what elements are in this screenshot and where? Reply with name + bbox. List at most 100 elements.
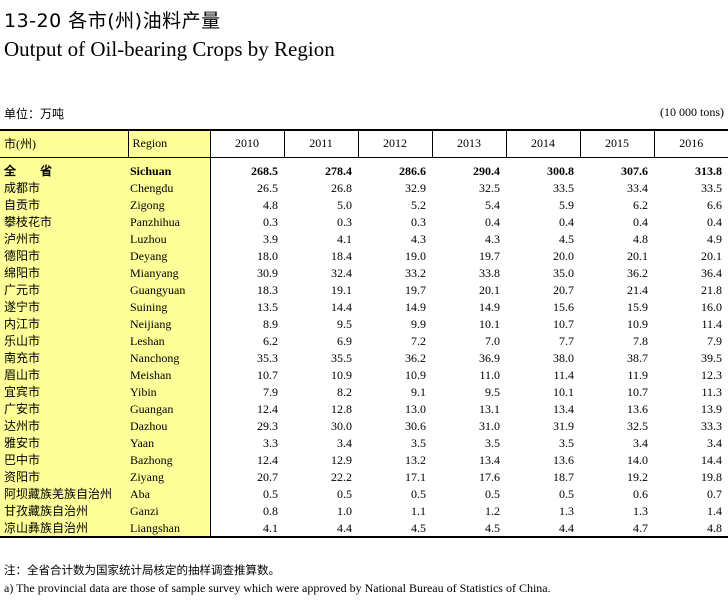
table-row: 阿坝藏族羌族自治州 Aba 0.5 0.5 0.5 0.5 0.5 0.6 0.7 <box>0 485 728 503</box>
cell-value: 7.9 <box>707 334 722 348</box>
cell-value: 9.5 <box>337 317 352 331</box>
cell-city: 南充市 <box>0 349 128 367</box>
cell-value: 1.4 <box>707 504 722 518</box>
cell-region: Suining <box>128 298 211 316</box>
table-row: 宜宾市 Yibin 7.9 8.2 9.1 9.5 10.1 10.7 11.3 <box>0 383 728 401</box>
cell-value: 11.4 <box>553 368 574 382</box>
cell-value: 30.6 <box>405 419 426 433</box>
cell-value: 12.9 <box>331 453 352 467</box>
table-row: 广元市 Guangyuan 18.3 19.1 19.7 20.1 20.7 21.4 21.8 <box>0 281 728 299</box>
cell-value: 30.9 <box>257 266 278 280</box>
cell-value: 1.0 <box>337 504 352 518</box>
cell-value: 286.6 <box>399 163 426 178</box>
cell-value: 307.6 <box>621 163 648 178</box>
cell-value: 3.3 <box>263 436 278 450</box>
cell-value: 18.3 <box>257 283 278 297</box>
cell-region: Leshan <box>128 332 211 350</box>
cell-city: 资阳市 <box>0 468 128 486</box>
cell-value: 1.2 <box>485 504 500 518</box>
cell-value: 31.9 <box>553 419 574 433</box>
cell-value: 16.0 <box>701 300 722 314</box>
cell-value: 32.5 <box>627 419 648 433</box>
cell-region: Zigong <box>128 196 211 214</box>
cell-value: 13.0 <box>405 402 426 416</box>
cell-value: 20.7 <box>553 283 574 297</box>
cell-value: 35.0 <box>553 266 574 280</box>
cell-value: 7.9 <box>263 385 278 399</box>
cell-value: 36.4 <box>701 266 722 280</box>
cell-value: 268.5 <box>251 163 278 178</box>
cell-value: 0.7 <box>707 487 722 501</box>
cell-value: 3.4 <box>337 436 352 450</box>
table-row-total: 全 省 Sichuan 268.5 278.4 286.6 290.4 300.8 307.6… <box>0 157 728 180</box>
column-header-year: 2014 <box>505 129 580 158</box>
cell-value: 4.8 <box>654 519 728 538</box>
cell-value: 22.2 <box>331 470 352 484</box>
cell-value: 0.5 <box>411 487 426 501</box>
cell-region: Luzhou <box>128 230 211 248</box>
cell-value: 31.0 <box>479 419 500 433</box>
table-row: 遂宁市 Suining 13.5 14.4 14.9 14.9 15.6 15.9 16.0 <box>0 298 728 316</box>
cell-value: 1.1 <box>411 504 426 518</box>
footnote-cn: 注：全省合计数为国家统计局核定的抽样调查推算数。 <box>4 563 280 577</box>
table-body: 全 省 Sichuan 268.5 278.4 286.6 290.4 300.8 307.6… <box>0 157 728 538</box>
table-row: 广安市 Guangan 12.4 12.8 13.0 13.1 13.4 13.6 13.9 <box>0 400 728 418</box>
page-title-cn: 13-20 各市(州)油料产量 <box>4 10 221 32</box>
cell-value: 0.3 <box>337 215 352 229</box>
cell-region: Ziyang <box>128 468 211 486</box>
table-row: 甘孜藏族自治州 Ganzi 0.8 1.0 1.1 1.2 1.3 1.3 1.4 <box>0 502 728 520</box>
cell-value: 8.9 <box>263 317 278 331</box>
table-row: 凉山彝族自治州 Liangshan 4.1 4.4 4.5 4.5 4.4 4.7 4.8 <box>0 519 728 538</box>
column-header-year: 2012 <box>357 129 432 158</box>
cell-value: 8.2 <box>337 385 352 399</box>
cell-value: 33.4 <box>627 181 648 195</box>
cell-value: 12.4 <box>257 453 278 467</box>
cell-city: 乐山市 <box>0 332 128 350</box>
cell-value: 3.5 <box>559 436 574 450</box>
cell-value: 12.3 <box>701 368 722 382</box>
cell-value: 20.0 <box>553 249 574 263</box>
cell-value: 30.0 <box>331 419 352 433</box>
cell-region: Yaan <box>128 434 211 452</box>
cell-value: 15.9 <box>627 300 648 314</box>
cell-region: Deyang <box>128 247 211 265</box>
cell-region: Meishan <box>128 366 211 384</box>
cell-value: 26.5 <box>257 181 278 195</box>
cell-value: 4.5 <box>432 519 506 538</box>
cell-city: 眉山市 <box>0 366 128 384</box>
cell-value: 9.5 <box>485 385 500 399</box>
cell-value: 18.7 <box>553 470 574 484</box>
column-header-year: 2010 <box>209 129 284 158</box>
cell-value: 33.5 <box>701 181 722 195</box>
cell-value: 13.5 <box>257 300 278 314</box>
cell-value: 14.9 <box>405 300 426 314</box>
cell-value: 19.8 <box>701 470 722 484</box>
cell-value: 10.9 <box>627 317 648 331</box>
cell-value: 4.8 <box>633 232 648 246</box>
cell-city: 甘孜藏族自治州 <box>0 502 128 520</box>
cell-value: 6.2 <box>633 198 648 212</box>
cell-value: 20.1 <box>701 249 722 263</box>
cell-region: Chengdu <box>128 179 211 197</box>
cell-city: 绵阳市 <box>0 264 128 282</box>
cell-value: 6.6 <box>707 198 722 212</box>
cell-value: 5.2 <box>411 198 426 212</box>
cell-value: 19.0 <box>405 249 426 263</box>
cell-region: Mianyang <box>128 264 211 282</box>
cell-value: 7.7 <box>559 334 574 348</box>
cell-value: 0.4 <box>707 215 722 229</box>
column-header-year: 2013 <box>431 129 506 158</box>
cell-value: 10.7 <box>257 368 278 382</box>
cell-region: Ganzi <box>128 502 211 520</box>
table-row: 自贡市 Zigong 4.8 5.0 5.2 5.4 5.9 6.2 6.6 <box>0 196 728 214</box>
cell-value: 0.4 <box>633 215 648 229</box>
cell-value: 13.2 <box>405 453 426 467</box>
cell-value: 3.9 <box>263 232 278 246</box>
cell-value: 29.3 <box>257 419 278 433</box>
cell-city: 内江市 <box>0 315 128 333</box>
table-row: 泸州市 Luzhou 3.9 4.1 4.3 4.3 4.5 4.8 4.9 <box>0 230 728 248</box>
cell-value: 4.5 <box>358 519 432 538</box>
cell-city: 广元市 <box>0 281 128 299</box>
cell-city: 宜宾市 <box>0 383 128 401</box>
cell-value: 4.7 <box>580 519 654 538</box>
